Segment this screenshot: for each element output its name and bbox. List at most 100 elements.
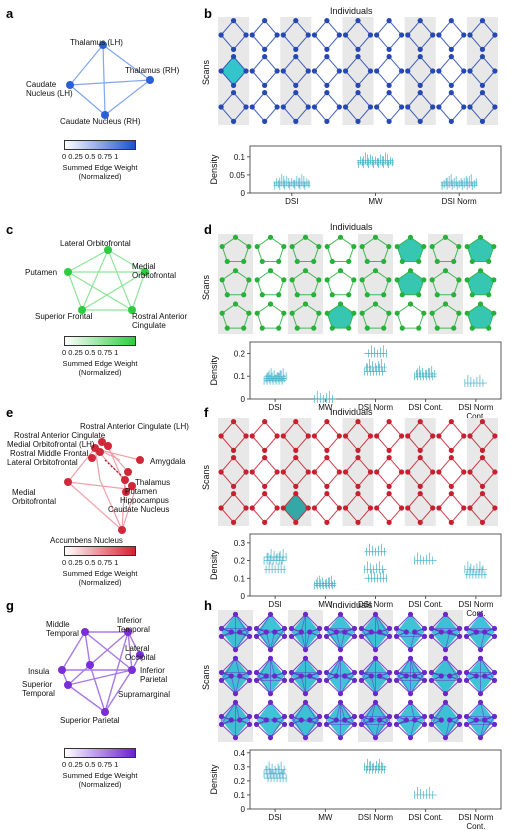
- panel-label-d: d: [204, 222, 212, 237]
- node-label: Superior Frontal: [35, 312, 92, 321]
- scan-graph: [374, 90, 404, 124]
- scan-graph: [254, 612, 287, 652]
- scan-graph: [254, 700, 287, 740]
- scan-graph: [250, 419, 280, 453]
- scan-graph: [255, 301, 287, 330]
- y-tick-label: 0.2: [234, 349, 246, 358]
- density-mark: [364, 345, 386, 357]
- node-label: Middle Temporal: [46, 620, 96, 638]
- x-tick-label: DSI: [268, 403, 281, 412]
- y-axis-label: Scans: [201, 60, 211, 85]
- node-label: Rostral Anterior Cingulate: [14, 431, 105, 440]
- y-tick-label: 0.2: [234, 777, 246, 786]
- scan-graph: [464, 656, 497, 696]
- density-mark: [364, 544, 386, 556]
- y-axis-title: Density: [209, 355, 219, 386]
- y-axis-title: Density: [209, 154, 219, 185]
- colorbar-c: [64, 336, 136, 346]
- y-tick-label: 0.4: [234, 749, 246, 758]
- node-label: Thalamus (LH): [70, 38, 123, 47]
- x-tick-label: DSI: [285, 197, 298, 206]
- node-label: Rostral Anterior Cingulate (LH): [80, 422, 189, 431]
- scan-graph: [394, 612, 427, 652]
- node-label: Medial Orbitofrontal: [132, 262, 182, 280]
- colorbar-title: Summed Edge Weight (Normalized): [55, 359, 145, 377]
- grid-title: Individuals: [330, 407, 373, 417]
- x-tick-label: DSI Norm: [458, 600, 493, 609]
- node-label: Lateral Orbitofrontal: [7, 458, 78, 467]
- scan-graph: [394, 656, 427, 696]
- y-tick-label: 0.3: [234, 763, 246, 772]
- scan-graph: [250, 54, 280, 88]
- scan-graph: [250, 90, 280, 124]
- colorbar-ticks: 0 0.25 0.5 0.75 1: [62, 760, 118, 769]
- y-axis-label: Scans: [201, 465, 211, 490]
- scan-graph: [255, 235, 287, 264]
- scan-graph: [324, 612, 357, 652]
- scan-graph: [255, 268, 287, 297]
- node-label: Medial Orbitofrontal (LH): [7, 440, 95, 449]
- scan-graph: [374, 54, 404, 88]
- node-label: Putamen: [25, 268, 57, 277]
- colorbar-title: Summed Edge Weight (Normalized): [55, 771, 145, 789]
- x-tick-label: DSI Norm: [458, 813, 493, 822]
- scan-graph: [436, 18, 466, 52]
- scan-graph: [250, 455, 280, 489]
- y-tick-label: 0: [241, 189, 246, 198]
- node-label: Amygdala: [150, 457, 186, 466]
- scan-graph: [395, 268, 427, 297]
- graph-grid-d: [218, 234, 498, 334]
- node-label: Lateral Occipital: [125, 644, 175, 662]
- x-tick-label: DSI Norm: [442, 197, 477, 206]
- scan-graph: [250, 18, 280, 52]
- scan-graph: [374, 419, 404, 453]
- scan-graph: [464, 700, 497, 740]
- node-label: Hippocampus: [120, 496, 169, 505]
- scan-graph: [465, 268, 497, 297]
- node-label: Thalamus (RH): [125, 66, 179, 75]
- node-label: Lateral Orbitofrontal: [60, 239, 131, 248]
- scan-graph: [250, 491, 280, 525]
- x-tick-label: DSI Cont.: [408, 403, 443, 412]
- scan-graph: [436, 455, 466, 489]
- node-label: Putamen: [125, 487, 157, 496]
- graph-grid-f: [218, 418, 498, 526]
- node-label: Inferior Temporal: [117, 616, 167, 634]
- plot-frame: [250, 534, 501, 596]
- node-label: Accumbens Nucleus: [50, 536, 123, 545]
- panel-label-a: a: [6, 6, 13, 21]
- x-tick-label: MW: [318, 813, 333, 822]
- colorbar-a: [64, 140, 136, 150]
- colorbar-title: Summed Edge Weight (Normalized): [55, 163, 145, 181]
- y-tick-label: 0.2: [234, 557, 246, 566]
- scan-graph: [374, 18, 404, 52]
- density-chart-b: Density 0 0.05 0.1 DSI MW DSI Norm: [205, 140, 505, 215]
- node-label: Insula: [28, 667, 49, 676]
- x-tick-label: DSI: [268, 600, 281, 609]
- graph-grid-b: [218, 17, 498, 125]
- y-tick-label: 0.1: [234, 153, 246, 162]
- grid-title: Individuals: [330, 222, 373, 232]
- scan-graph: [374, 491, 404, 525]
- node-label: Superior Parietal: [60, 716, 120, 725]
- node-label: Rostral Middle Frontal: [10, 449, 88, 458]
- scan-graph: [374, 455, 404, 489]
- scan-graph: [324, 656, 357, 696]
- x-tick-label: DSI Cont.: [408, 813, 443, 822]
- panel-label-b: b: [204, 6, 212, 21]
- plot-frame: [250, 750, 501, 809]
- grid-title: Individuals: [330, 600, 373, 610]
- node-label: Medial Orbitofrontal: [12, 488, 57, 506]
- y-tick-label: 0.1: [234, 574, 246, 583]
- density-chart-h: Density00.10.20.30.4DSI MW DSI Norm DSI Con…: [205, 744, 505, 831]
- y-tick-label: 0: [241, 592, 246, 601]
- scan-graph: [325, 235, 357, 264]
- node-label: Caudate Nucleus (LH): [26, 80, 76, 98]
- y-axis-title: Density: [209, 549, 219, 580]
- scan-graph: [312, 455, 342, 489]
- x-tick-label: DSI Norm: [358, 813, 393, 822]
- scan-graph: [436, 491, 466, 525]
- x-tick-label: MW: [368, 197, 383, 206]
- scan-graph: [465, 235, 497, 264]
- grid-title: Individuals: [330, 6, 373, 16]
